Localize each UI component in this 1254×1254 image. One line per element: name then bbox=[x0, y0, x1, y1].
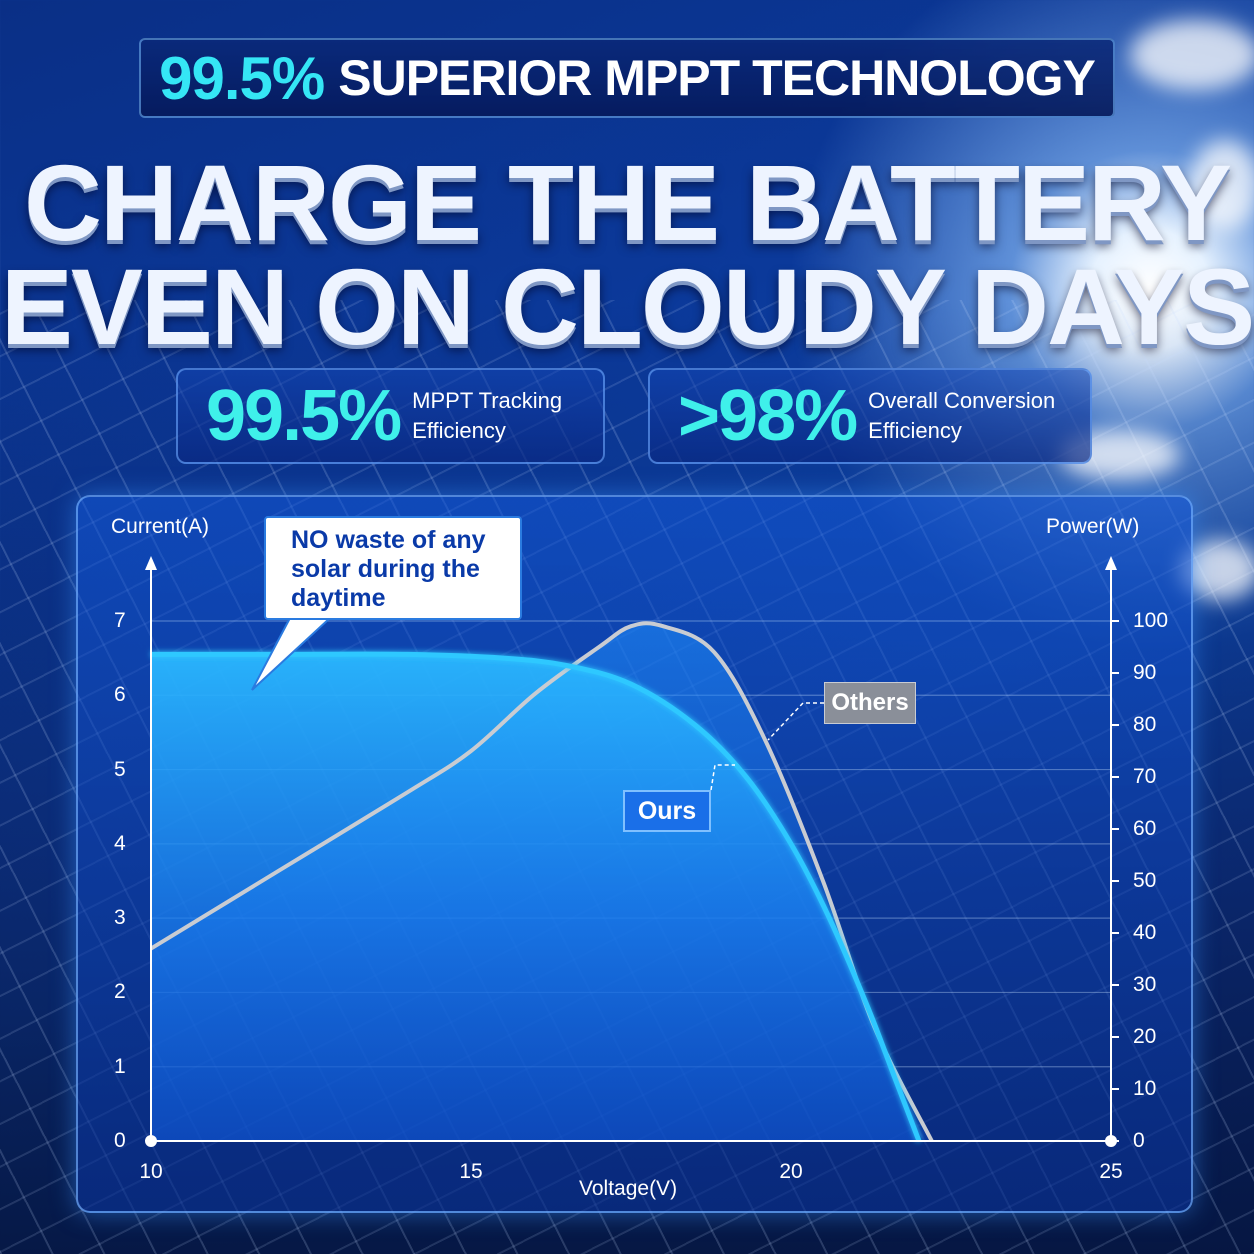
series-label-ours: Ours bbox=[623, 790, 711, 832]
stat-label-line: Efficiency bbox=[412, 418, 506, 443]
right-tick-label: 70 bbox=[1133, 765, 1157, 788]
right-tick-label: 10 bbox=[1133, 1077, 1157, 1100]
stat-value: >98% bbox=[678, 376, 858, 456]
left-tick-label: 3 bbox=[114, 906, 126, 930]
headline-line-2: EVEN ON CLOUDY DAYS bbox=[0, 246, 1254, 367]
callout-line: solar during the bbox=[291, 555, 480, 583]
right-tick-label: 30 bbox=[1133, 973, 1157, 996]
left-tick-label: 2 bbox=[114, 980, 126, 1004]
chart-axes bbox=[145, 556, 1119, 1147]
ours-series-line bbox=[150, 651, 922, 1142]
left-tick-label: 6 bbox=[114, 683, 126, 707]
callout-box: NO waste of any solar during the daytime bbox=[264, 516, 522, 620]
stat-label: Overall Conversion Efficiency bbox=[868, 386, 1055, 446]
banner-percentage: 99.5% bbox=[159, 44, 325, 112]
stat-label-line: MPPT Tracking bbox=[412, 388, 563, 413]
right-tick-label: 40 bbox=[1133, 921, 1157, 944]
left-tick-label: 4 bbox=[114, 831, 126, 855]
axis-origin-dot bbox=[145, 1135, 157, 1147]
series-label-others: Others bbox=[824, 682, 916, 724]
stat-label: MPPT Tracking Efficiency bbox=[412, 386, 562, 446]
right-axis-arrow bbox=[1105, 556, 1117, 570]
chart-areas bbox=[151, 623, 932, 1141]
stat-card-conversion: >98% Overall Conversion Efficiency bbox=[648, 368, 1092, 464]
right-tick-label: 20 bbox=[1133, 1025, 1157, 1048]
cloud-decoration bbox=[1190, 140, 1254, 230]
right-tick-label: 80 bbox=[1133, 713, 1157, 736]
chart-lines bbox=[149, 621, 934, 1142]
banner-text: SUPERIOR MPPT TECHNOLOGY bbox=[338, 50, 1096, 106]
others-series-line bbox=[149, 621, 934, 1142]
ours-leader-line bbox=[710, 764, 735, 791]
x-tick-label: 25 bbox=[1099, 1160, 1123, 1183]
left-axis-arrow bbox=[145, 556, 157, 570]
headline-line-1: CHARGE THE BATTERY bbox=[24, 142, 1232, 263]
ours-area bbox=[151, 654, 919, 1141]
callout-line: daytime bbox=[291, 584, 386, 612]
right-tick-label: 90 bbox=[1133, 661, 1157, 684]
right-tick-label: 100 bbox=[1133, 609, 1169, 632]
callout-line: NO waste of any bbox=[291, 526, 486, 554]
cloud-decoration bbox=[1130, 20, 1254, 90]
technology-banner: 99.5% SUPERIOR MPPT TECHNOLOGY bbox=[139, 38, 1115, 118]
left-tick-label: 7 bbox=[114, 609, 126, 632]
right-tick-label: 50 bbox=[1133, 869, 1157, 892]
x-axis-title: Voltage(V) bbox=[579, 1177, 678, 1200]
stat-label-line: Overall Conversion bbox=[868, 388, 1056, 413]
stat-value: 99.5% bbox=[206, 376, 402, 456]
left-tick-label: 0 bbox=[114, 1129, 126, 1152]
right-axis-title: Power(W) bbox=[1046, 515, 1140, 538]
stat-label-line: Efficiency bbox=[868, 418, 962, 443]
left-axis-title: Current(A) bbox=[111, 515, 210, 538]
stat-card-tracking: 99.5% MPPT Tracking Efficiency bbox=[176, 368, 605, 464]
right-tick-label: 60 bbox=[1133, 817, 1157, 840]
x-tick-label: 15 bbox=[459, 1160, 483, 1183]
left-tick-label: 1 bbox=[114, 1054, 126, 1078]
x-tick-label: 10 bbox=[139, 1160, 163, 1183]
right-tick-label: 0 bbox=[1133, 1129, 1145, 1152]
others-leader-line bbox=[767, 702, 824, 741]
x-tick-label: 20 bbox=[779, 1160, 803, 1183]
left-tick-label: 5 bbox=[114, 757, 126, 781]
